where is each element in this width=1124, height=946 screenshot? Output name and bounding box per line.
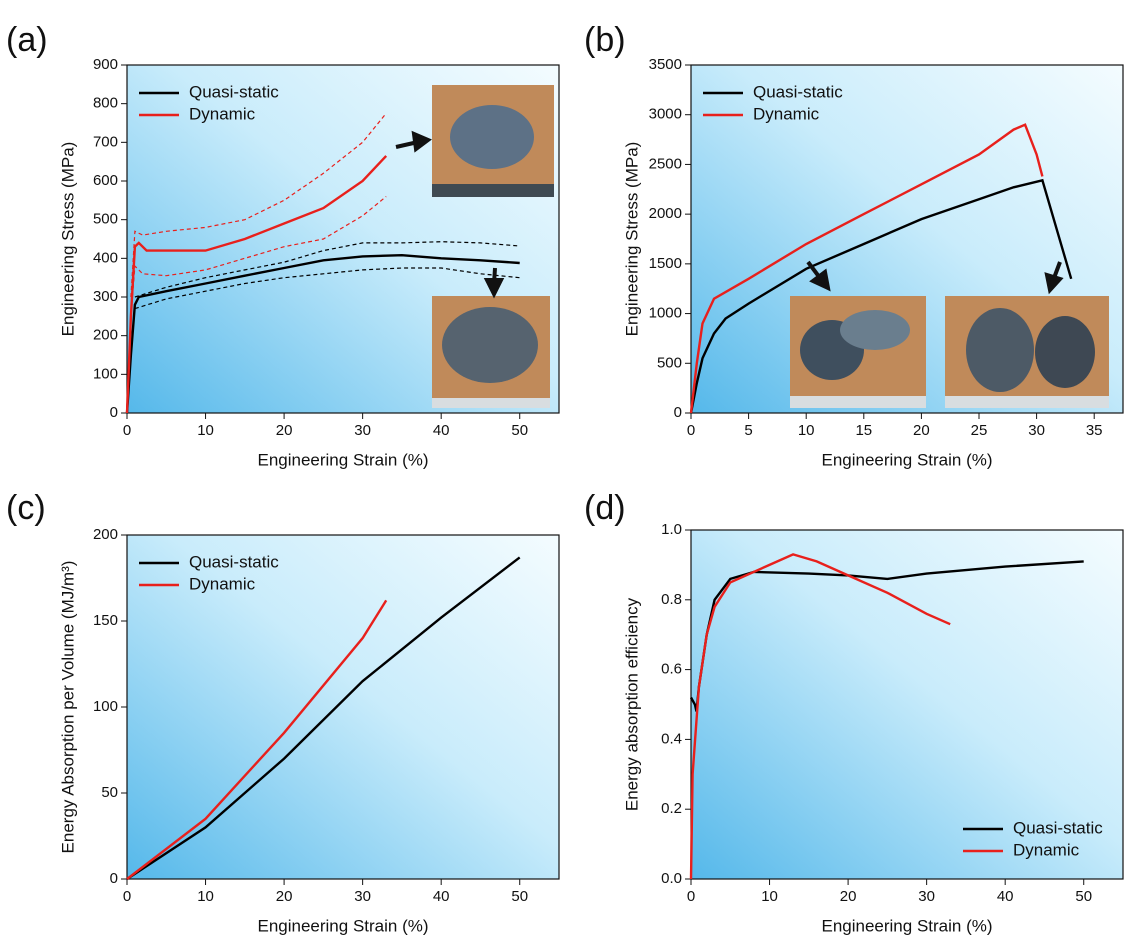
y-tick-label: 100 bbox=[93, 698, 118, 715]
x-tick-label: 10 bbox=[197, 422, 214, 439]
y-tick-label: 1500 bbox=[649, 255, 682, 272]
panel-label: (b) bbox=[584, 21, 626, 59]
figure: (a)0102030405001002003004005006007008009… bbox=[0, 0, 1124, 941]
x-tick-label: 50 bbox=[1075, 888, 1092, 905]
y-tick-label: 500 bbox=[657, 354, 682, 371]
legend-label: Quasi-static bbox=[189, 552, 279, 571]
panel-label: (c) bbox=[6, 489, 46, 527]
y-tick-label: 0.0 bbox=[661, 870, 682, 887]
x-axis-label: Engineering Strain (%) bbox=[821, 916, 992, 935]
x-tick-label: 0 bbox=[123, 888, 131, 905]
x-tick-label: 10 bbox=[197, 888, 214, 905]
x-tick-label: 50 bbox=[511, 888, 528, 905]
sample bbox=[1035, 316, 1095, 388]
x-tick-label: 15 bbox=[855, 422, 872, 439]
y-tick-label: 2500 bbox=[649, 155, 682, 172]
y-axis-label: Energy Absorption per Volume (MJ/m³) bbox=[58, 561, 77, 854]
sample bbox=[966, 308, 1034, 392]
y-tick-label: 0 bbox=[674, 404, 682, 421]
x-tick-label: 20 bbox=[276, 422, 293, 439]
legend-label: Dynamic bbox=[1013, 840, 1080, 859]
x-tick-label: 25 bbox=[971, 422, 988, 439]
y-tick-label: 0.8 bbox=[661, 591, 682, 608]
y-tick-label: 0.6 bbox=[661, 661, 682, 678]
y-tick-label: 200 bbox=[93, 327, 118, 344]
legend-label: Quasi-static bbox=[189, 82, 279, 101]
y-tick-label: 200 bbox=[93, 526, 118, 543]
y-tick-label: 0 bbox=[110, 404, 118, 421]
y-tick-label: 500 bbox=[93, 211, 118, 228]
legend-label: Dynamic bbox=[753, 104, 820, 123]
y-tick-label: 0 bbox=[110, 870, 118, 887]
x-tick-label: 20 bbox=[276, 888, 293, 905]
x-tick-label: 10 bbox=[798, 422, 815, 439]
panel-label: (d) bbox=[584, 489, 626, 527]
x-tick-label: 0 bbox=[687, 888, 695, 905]
x-axis-label: Engineering Strain (%) bbox=[257, 916, 428, 935]
panel-label: (a) bbox=[6, 21, 48, 59]
y-tick-label: 3500 bbox=[649, 56, 682, 73]
ruler bbox=[790, 396, 926, 408]
sample bbox=[442, 307, 538, 383]
legend-label: Dynamic bbox=[189, 574, 256, 593]
legend-label: Quasi-static bbox=[1013, 818, 1103, 837]
y-tick-label: 1000 bbox=[649, 305, 682, 322]
sample bbox=[840, 310, 910, 350]
y-axis-label: Energy absorption efficiency bbox=[622, 597, 641, 811]
y-tick-label: 100 bbox=[93, 365, 118, 382]
sample bbox=[450, 105, 534, 169]
y-tick-label: 900 bbox=[93, 56, 118, 73]
y-tick-label: 800 bbox=[93, 95, 118, 112]
x-axis-label: Engineering Strain (%) bbox=[257, 450, 428, 469]
ruler bbox=[432, 398, 550, 408]
y-tick-label: 3000 bbox=[649, 106, 682, 123]
ruler bbox=[945, 396, 1109, 408]
y-axis-label: Engineering Stress (MPa) bbox=[622, 142, 641, 337]
x-tick-label: 20 bbox=[840, 888, 857, 905]
x-tick-label: 40 bbox=[433, 888, 450, 905]
x-tick-label: 50 bbox=[511, 422, 528, 439]
x-tick-label: 30 bbox=[354, 422, 371, 439]
y-tick-label: 150 bbox=[93, 612, 118, 629]
x-tick-label: 30 bbox=[354, 888, 371, 905]
x-tick-label: 0 bbox=[687, 422, 695, 439]
x-tick-label: 5 bbox=[744, 422, 752, 439]
y-tick-label: 50 bbox=[101, 784, 118, 801]
x-tick-label: 20 bbox=[913, 422, 930, 439]
x-tick-label: 30 bbox=[1028, 422, 1045, 439]
ruler bbox=[432, 184, 554, 197]
x-tick-label: 40 bbox=[433, 422, 450, 439]
legend-label: Quasi-static bbox=[753, 82, 843, 101]
x-tick-label: 35 bbox=[1086, 422, 1103, 439]
y-tick-label: 1.0 bbox=[661, 521, 682, 538]
y-tick-label: 400 bbox=[93, 249, 118, 266]
y-axis-label: Engineering Stress (MPa) bbox=[58, 142, 77, 337]
x-tick-label: 0 bbox=[123, 422, 131, 439]
y-tick-label: 0.4 bbox=[661, 730, 682, 747]
x-tick-label: 40 bbox=[997, 888, 1014, 905]
y-tick-label: 700 bbox=[93, 133, 118, 150]
x-axis-label: Engineering Strain (%) bbox=[821, 450, 992, 469]
y-tick-label: 2000 bbox=[649, 205, 682, 222]
y-tick-label: 300 bbox=[93, 288, 118, 305]
y-tick-label: 0.2 bbox=[661, 800, 682, 817]
y-tick-label: 600 bbox=[93, 172, 118, 189]
x-tick-label: 10 bbox=[761, 888, 778, 905]
x-tick-label: 30 bbox=[918, 888, 935, 905]
legend-label: Dynamic bbox=[189, 104, 256, 123]
